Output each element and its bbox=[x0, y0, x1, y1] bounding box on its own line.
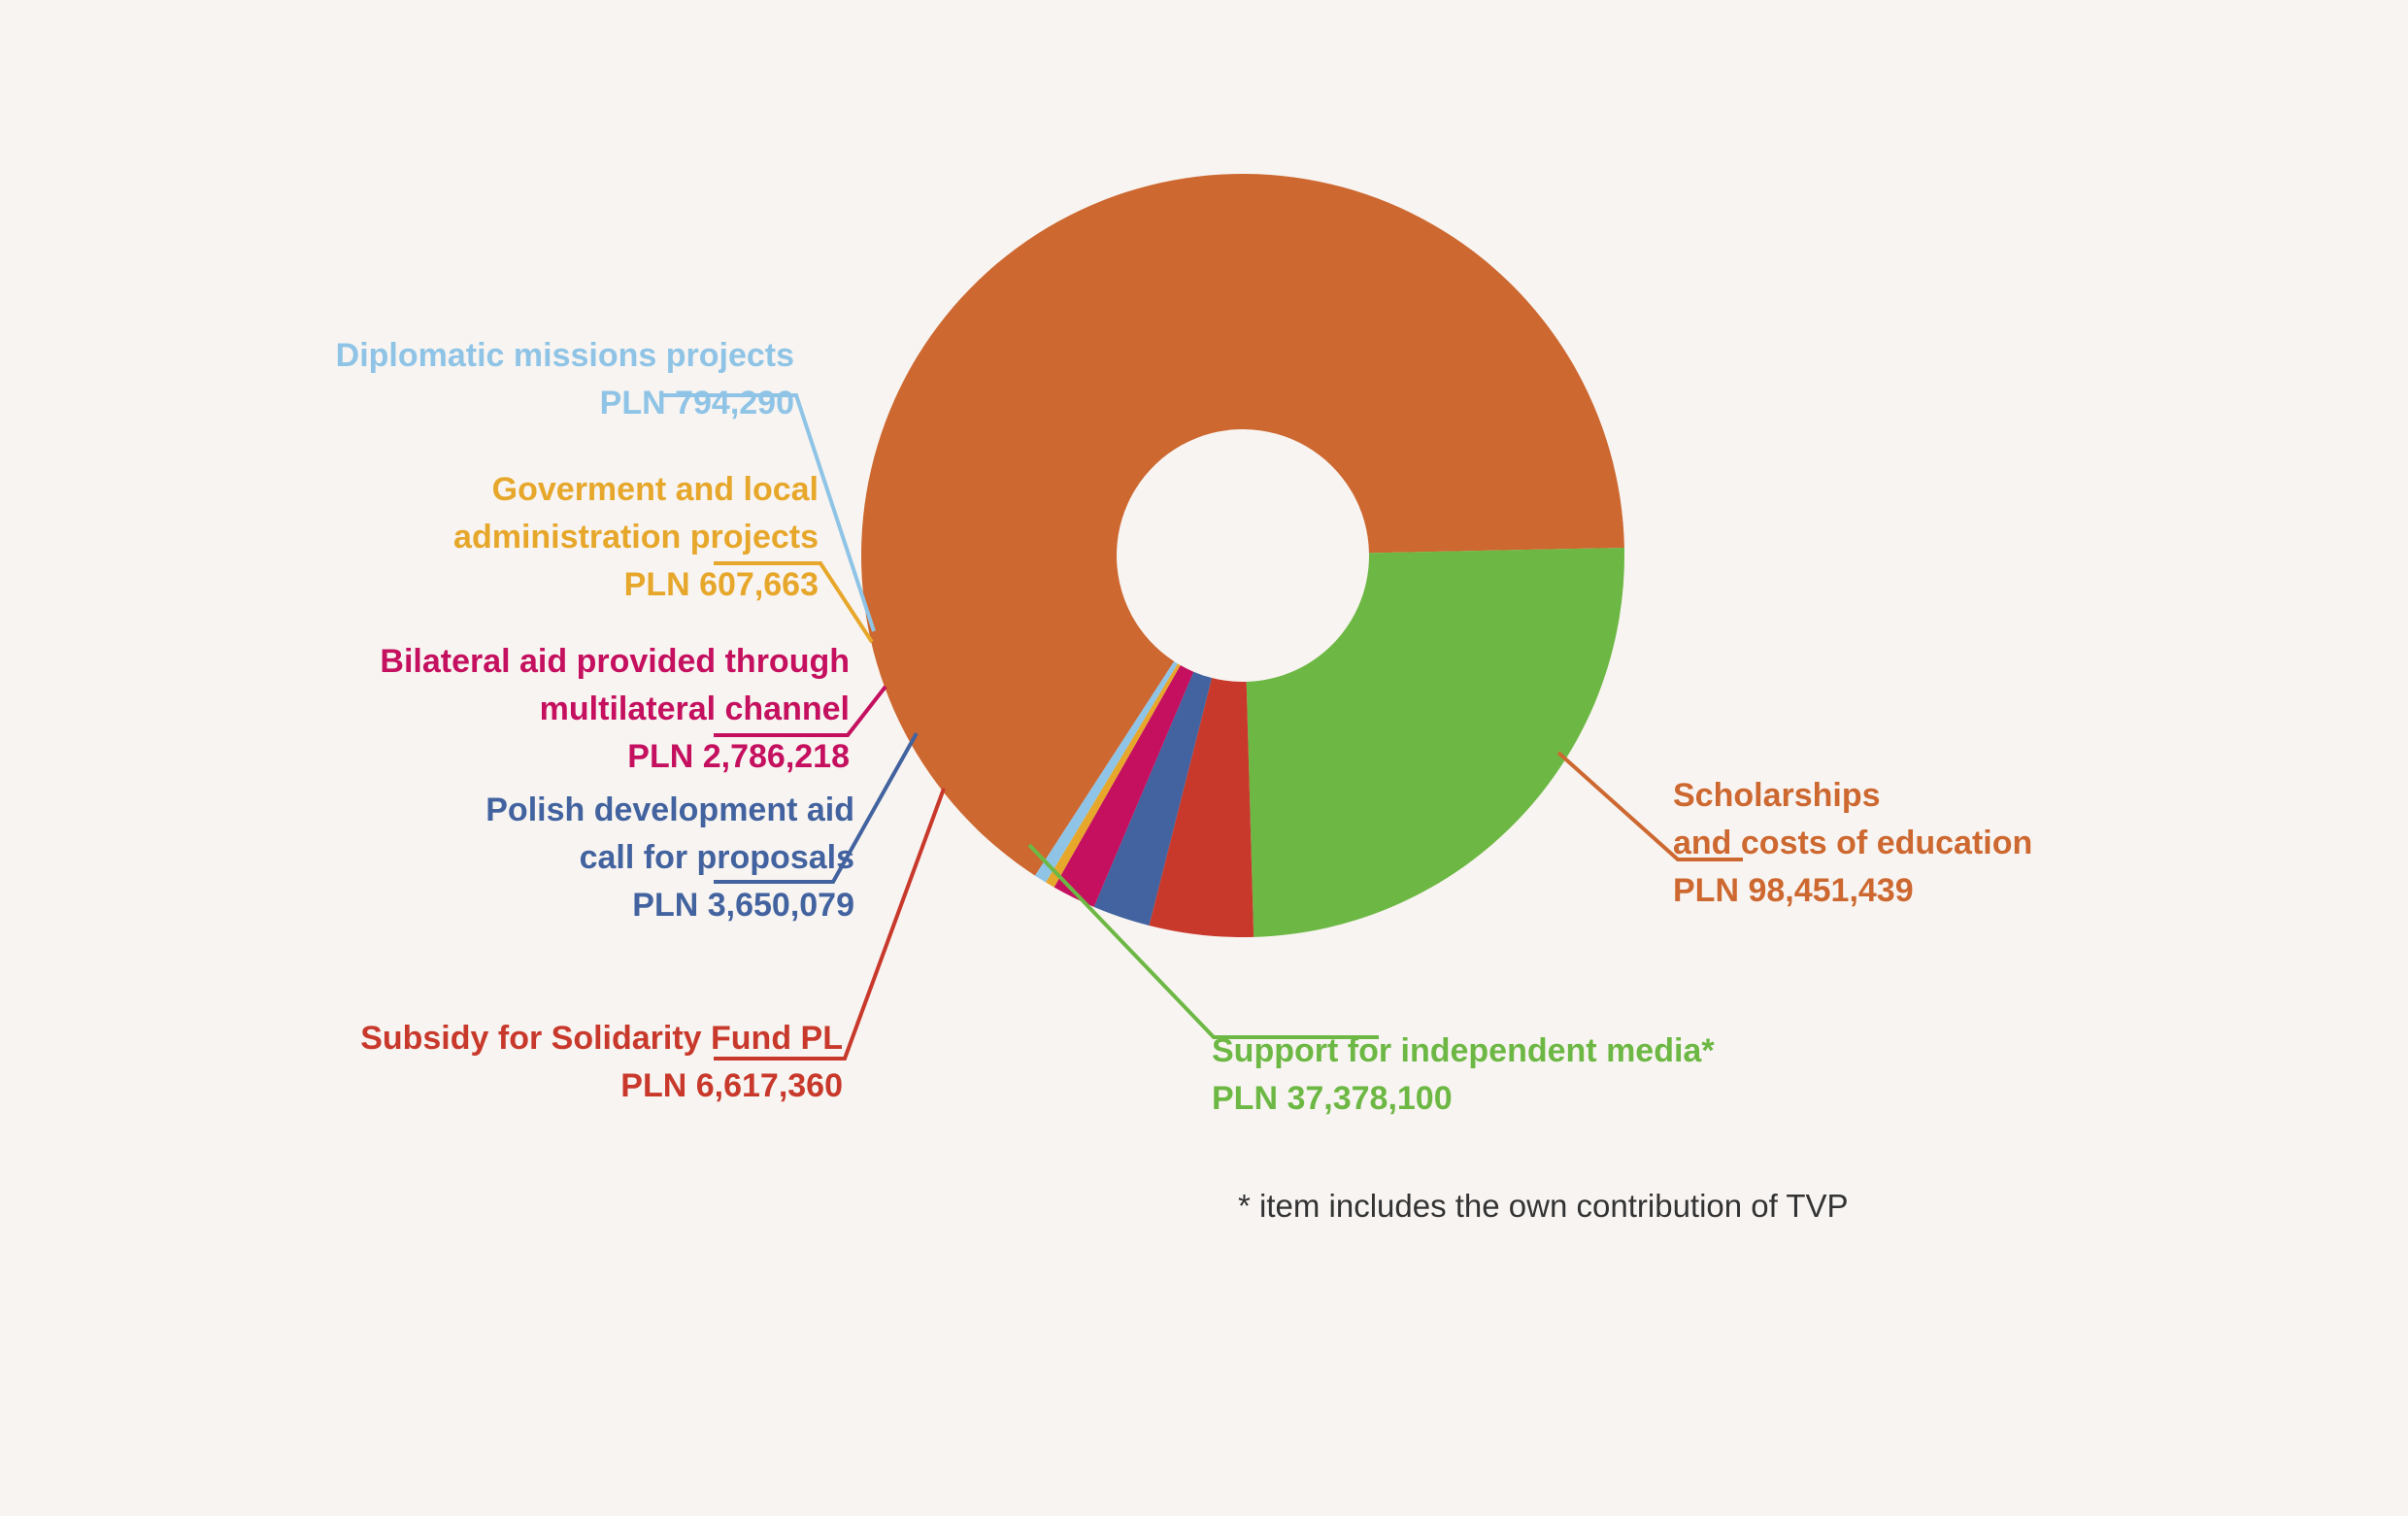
slice-label-government: Goverment and local administration projec… bbox=[453, 471, 819, 603]
slice-label-solidarity: Subsidy for Solidarity Fund PL PLN 6,617,… bbox=[360, 1020, 843, 1104]
slice-label-bilateral: Bilateral aid provided through multilater… bbox=[380, 643, 850, 775]
slice-value-bilateral: PLN 2,786,218 bbox=[627, 738, 850, 775]
slice-value-media: PLN 37,378,100 bbox=[1212, 1080, 1453, 1117]
slice-value-government: PLN 607,663 bbox=[624, 566, 819, 603]
slice-name-diplomatic: Diplomatic missions projects bbox=[336, 337, 794, 374]
slice-labels: Scholarships and costs of education PLN 98… bbox=[336, 337, 2033, 1117]
slice-name-call: Polish development aid bbox=[485, 792, 854, 828]
leader-line-diplomatic bbox=[660, 393, 876, 632]
slice-name-call: call for proposals bbox=[580, 839, 854, 876]
slice-name-solidarity: Subsidy for Solidarity Fund PL bbox=[360, 1020, 843, 1057]
slice-name-bilateral: multilateral channel bbox=[540, 691, 850, 727]
slice-call bbox=[1093, 671, 1213, 926]
leader-line-call bbox=[714, 732, 919, 884]
slice-label-diplomatic: Diplomatic missions projects PLN 794,290 bbox=[336, 337, 794, 421]
slice-label-media: Support for independent media* PLN 37,378… bbox=[1212, 1032, 1715, 1117]
footnote: * item includes the own contribution of … bbox=[1238, 1188, 1849, 1224]
slice-label-scholarships: Scholarships and costs of education PLN 98… bbox=[1673, 777, 2032, 909]
leader-line-media bbox=[1027, 843, 1379, 1039]
leader-lines bbox=[660, 393, 1743, 1061]
slice-media bbox=[1246, 548, 1625, 937]
slice-value-call: PLN 3,650,079 bbox=[632, 887, 854, 924]
slice-name-bilateral: Bilateral aid provided through bbox=[380, 643, 850, 680]
slice-government bbox=[1046, 663, 1181, 888]
slice-name-scholarships: and costs of education bbox=[1673, 825, 2032, 861]
slice-label-call: Polish development aid call for proposals… bbox=[485, 792, 854, 924]
slice-value-diplomatic: PLN 794,290 bbox=[600, 385, 794, 421]
slice-scholarships bbox=[861, 174, 1624, 876]
donut-slices bbox=[861, 174, 1625, 937]
slice-name-scholarships: Scholarships bbox=[1673, 777, 1881, 814]
slice-name-media: Support for independent media* bbox=[1212, 1032, 1715, 1069]
slice-solidarity bbox=[1149, 678, 1254, 937]
slice-bilateral bbox=[1054, 664, 1194, 907]
slice-value-scholarships: PLN 98,451,439 bbox=[1673, 872, 1914, 909]
slice-value-solidarity: PLN 6,617,360 bbox=[620, 1067, 843, 1104]
slice-diplomatic bbox=[1034, 661, 1178, 883]
slice-name-government: Goverment and local bbox=[492, 471, 819, 508]
leader-line-scholarships bbox=[1556, 751, 1743, 861]
leader-line-bilateral bbox=[714, 685, 887, 737]
slice-name-government: administration projects bbox=[453, 519, 819, 556]
leader-line-government bbox=[714, 561, 874, 644]
leader-line-solidarity bbox=[714, 788, 946, 1061]
